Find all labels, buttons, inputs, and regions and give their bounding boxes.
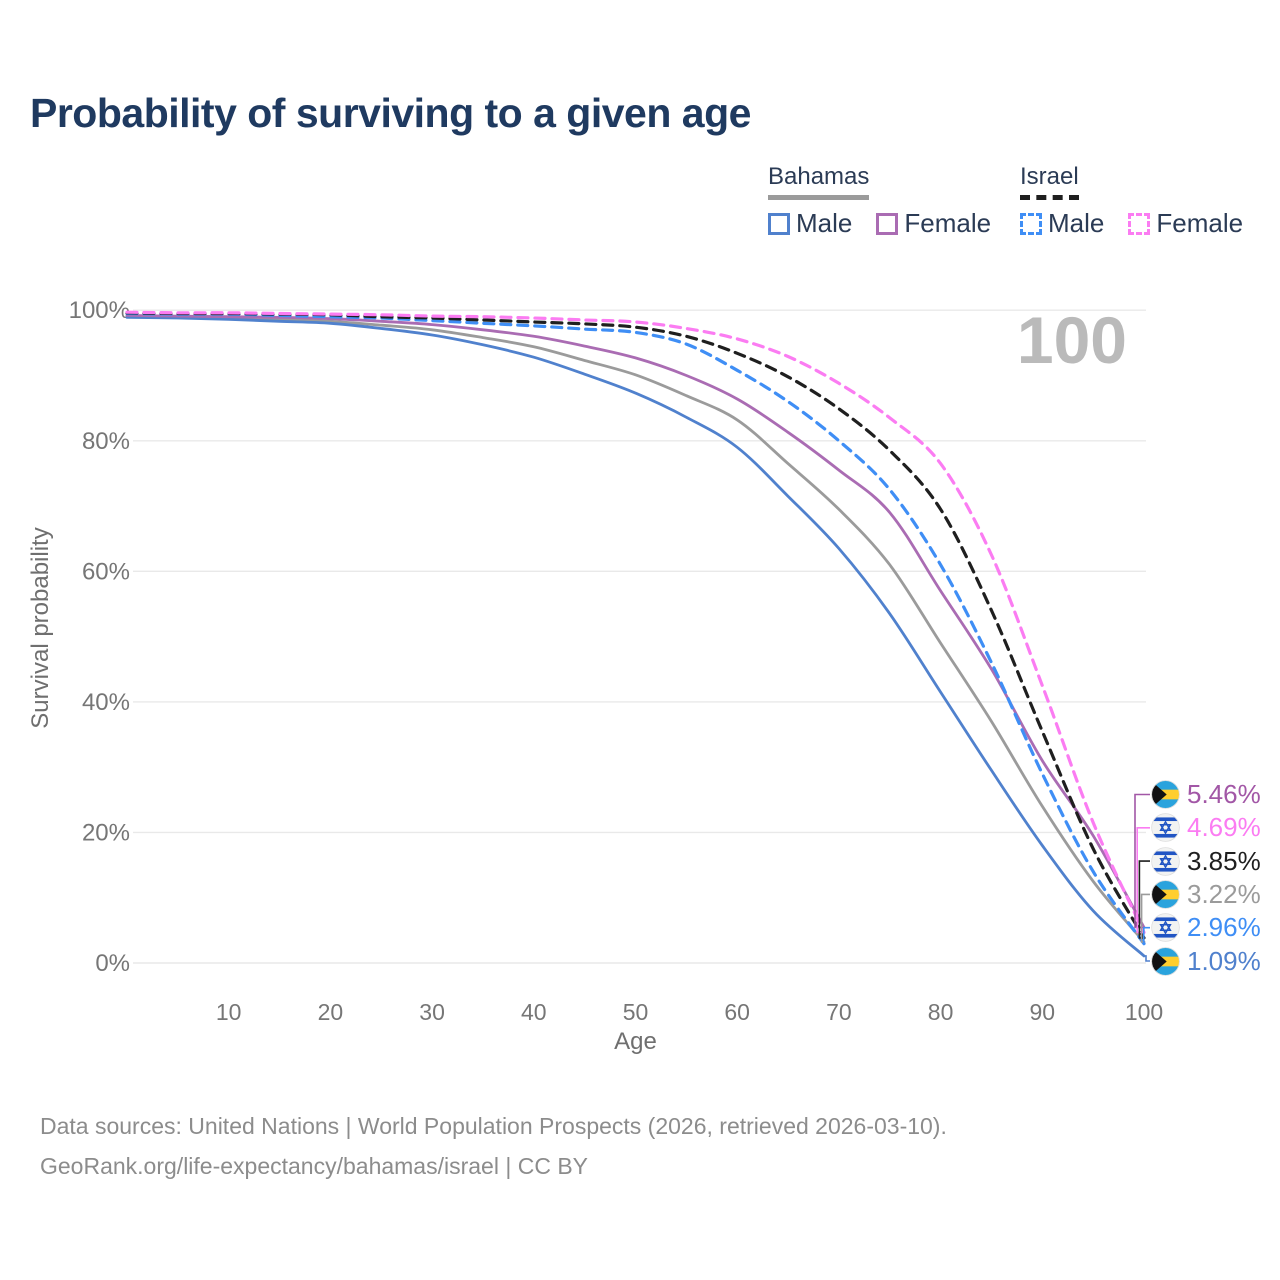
legend-item-label: Female <box>904 208 992 238</box>
legend-row-israel: Male Female <box>1020 208 1259 239</box>
y-tick-label: 100% <box>69 297 130 324</box>
israel-male-swatch-icon <box>1020 212 1042 235</box>
age-watermark: 100 <box>1017 303 1127 377</box>
series-line-bahamas_total[interactable] <box>125 315 1146 944</box>
legend-item-bahamas-male[interactable]: Male <box>768 208 852 239</box>
series-line-bahamas_male[interactable] <box>125 316 1146 958</box>
y-tick-label: 20% <box>82 819 130 846</box>
x-tick-label: 80 <box>928 999 954 1025</box>
x-tick-label: 90 <box>1030 999 1056 1025</box>
legend-group-bahamas: Bahamas Male Female <box>768 163 1007 239</box>
y-tick-label: 60% <box>82 558 130 585</box>
legend-group-label-bahamas: Bahamas <box>768 163 870 200</box>
x-tick-label: 30 <box>419 999 445 1025</box>
legend-row-bahamas: Male Female <box>768 208 1007 239</box>
x-tick-label: 50 <box>623 999 649 1025</box>
legend-item-label: Female <box>1156 208 1244 238</box>
legend-item-label: Male <box>796 208 853 238</box>
footer-line-1: Data sources: United Nations | World Pop… <box>40 1113 947 1139</box>
x-axis-title: Age <box>614 1028 657 1055</box>
x-tick-label: 40 <box>521 999 547 1025</box>
end-label-connector-israel_female <box>1136 827 1150 934</box>
israel-female-swatch-icon <box>1128 212 1151 235</box>
y-tick-label: 80% <box>82 428 130 455</box>
footer-line-2: GeoRank.org/life-expectancy/bahamas/isra… <box>40 1153 589 1179</box>
x-tick-label: 10 <box>216 999 242 1025</box>
data-sources-footer: Data sources: United Nations | World Pop… <box>40 1106 947 1186</box>
legend-item-label: Male <box>1048 208 1105 238</box>
x-tick-label: 100 <box>1125 999 1163 1025</box>
series-line-israel_male[interactable] <box>125 311 1146 946</box>
series-line-bahamas_female[interactable] <box>125 314 1146 929</box>
bahamas-female-swatch-icon <box>876 212 899 235</box>
x-tick-label: 20 <box>318 999 344 1025</box>
x-tick-label: 70 <box>826 999 852 1025</box>
end-label-connector-bahamas_total <box>1140 893 1150 943</box>
legend-group-israel: Israel Male Female <box>1020 163 1259 239</box>
series-line-israel_total[interactable] <box>125 311 1146 940</box>
series-line-israel_female[interactable] <box>125 310 1146 934</box>
x-tick-label: 60 <box>724 999 750 1025</box>
bahamas-male-swatch-icon <box>768 212 790 235</box>
legend-group-label-israel: Israel <box>1020 163 1079 200</box>
end-label-connector-bahamas_male <box>1144 955 1150 962</box>
end-label-connector-israel_male <box>1143 926 1150 945</box>
legend-item-israel-male[interactable]: Male <box>1020 208 1104 239</box>
y-axis-title: Survival probability <box>27 527 54 728</box>
y-tick-label: 40% <box>82 689 130 716</box>
legend-item-israel-female[interactable]: Female <box>1128 208 1243 239</box>
y-tick-label: 0% <box>95 950 130 977</box>
page-title: Probability of surviving to a given age <box>30 90 751 136</box>
legend-item-bahamas-female[interactable]: Female <box>876 208 991 239</box>
